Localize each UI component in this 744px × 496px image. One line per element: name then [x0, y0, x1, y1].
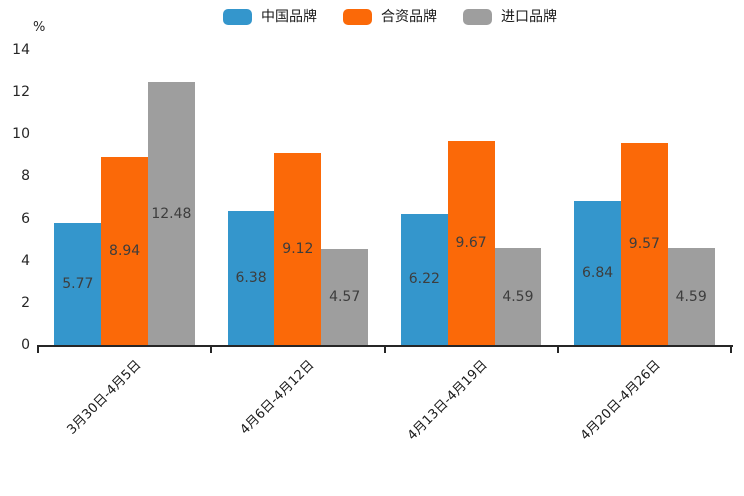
- legend-swatch-joint-venture-brand-icon: [343, 9, 372, 25]
- bar-import-brand: [148, 82, 195, 345]
- x-axis-tick-mark: [210, 345, 213, 353]
- y-axis-tick-label: 6: [21, 210, 30, 227]
- bar-joint-venture-brand: [274, 152, 322, 345]
- bar-value-label: 9.57: [628, 236, 660, 253]
- legend-item-joint-venture-brand: 合资品牌: [343, 8, 437, 26]
- y-axis-tick-label: 2: [21, 294, 30, 311]
- bar-value-label: 4.57: [329, 288, 361, 305]
- bar-joint-venture-brand: [447, 141, 495, 345]
- legend-swatch-import-brand-icon: [463, 9, 492, 25]
- legend-item-import-brand: 进口品牌: [463, 8, 557, 26]
- bar-value-label: 4.59: [502, 288, 534, 305]
- bar-china-brand: [400, 213, 448, 345]
- bar-value-label: 8.94: [109, 242, 141, 259]
- bar-value-label: 5.77: [62, 276, 94, 293]
- bar-china-brand: [54, 223, 102, 345]
- legend-label-joint-venture-brand: 合资品牌: [381, 9, 437, 25]
- y-axis-tick-label: 14: [12, 42, 30, 58]
- bar-joint-venture-brand: [101, 156, 149, 345]
- bar-china-brand: [227, 210, 275, 345]
- chart-legend: 中国品牌 合资品牌 进口品牌: [18, 8, 744, 26]
- y-axis-tick-label: 4: [21, 252, 30, 269]
- x-axis-category-label: 3月30日-4月5日: [64, 357, 144, 438]
- bar-import-brand: [667, 248, 715, 345]
- bar-value-label: 6.38: [235, 269, 267, 286]
- x-axis-category-label: 4月13日-4月19日: [404, 357, 491, 444]
- y-axis-tick-label: 8: [21, 168, 30, 185]
- x-axis-tick-mark: [556, 345, 559, 353]
- legend-swatch-china-brand-icon: [223, 9, 252, 25]
- bar-value-label: 12.48: [151, 205, 192, 222]
- bar-value-label: 6.22: [408, 271, 440, 288]
- x-axis-category-label: 4月6日-4月12日: [237, 357, 318, 438]
- legend-label-china-brand: 中国品牌: [261, 9, 317, 25]
- y-axis-tick-label: 12: [12, 84, 30, 101]
- bar-value-label: 9.67: [455, 235, 487, 252]
- x-axis-tick-mark: [37, 345, 39, 353]
- y-axis-tick-label: 10: [12, 126, 30, 143]
- y-axis-unit-label: %: [33, 20, 46, 35]
- x-axis-line: [38, 345, 733, 347]
- bar-import-brand: [321, 248, 369, 345]
- bar-value-label: 6.84: [581, 264, 614, 281]
- bar-value-label: 9.12: [282, 240, 314, 257]
- bar-value-label: 4.59: [675, 288, 707, 305]
- x-axis-category-label: 4月20日-4月26日: [577, 357, 664, 444]
- bar-joint-venture-brand: [620, 143, 668, 345]
- x-axis-tick-mark: [383, 345, 386, 353]
- legend-item-china-brand: 中国品牌: [223, 8, 317, 26]
- y-axis-tick-label: 0: [21, 337, 30, 353]
- bar-import-brand: [494, 248, 542, 345]
- x-axis-tick-mark: [730, 345, 732, 353]
- bar-china-brand: [574, 200, 621, 345]
- legend-label-import-brand: 进口品牌: [501, 9, 557, 25]
